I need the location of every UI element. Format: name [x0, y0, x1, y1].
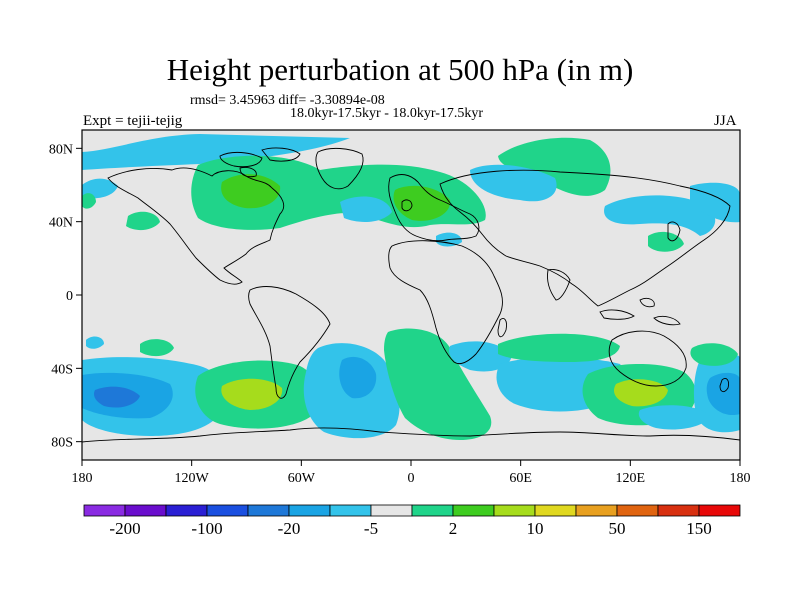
anomaly-region — [449, 341, 512, 372]
anomaly-region — [706, 372, 740, 416]
coastline-europe — [388, 174, 480, 242]
anomaly-region — [384, 328, 492, 440]
colorbar-swatch — [329, 504, 372, 517]
colorbar-swatch — [534, 504, 577, 517]
colorbar-swatch — [411, 504, 454, 517]
anomaly-region — [498, 137, 611, 196]
expt-label: Expt = tejii-tejig — [83, 113, 183, 129]
coastline-indonesia — [599, 297, 681, 326]
coastline-arctic-islands — [219, 147, 301, 178]
anomaly-region — [690, 343, 738, 366]
lat-tick-label: 80S — [51, 436, 73, 451]
coastline-madagascar — [497, 318, 507, 338]
lon-tick-label: 60W — [288, 471, 316, 486]
latitude-axis: 80N 40N 0 40S 80S — [49, 142, 82, 451]
colorbar-swatch — [83, 504, 126, 517]
colorbar-swatch — [165, 504, 208, 517]
anomaly-region — [94, 386, 140, 408]
colorbar-labels: -200 -100 -20 -5 2 10 50 150 — [109, 519, 711, 538]
colorbar-swatch — [698, 504, 741, 517]
plot-title: Height perturbation at 500 hPa (in m) — [166, 52, 634, 87]
anomaly-region — [82, 178, 118, 199]
colorbar — [83, 504, 741, 517]
coastline-south-america — [248, 286, 331, 399]
coastline-antarctica — [82, 427, 740, 443]
season-label: JJA — [714, 113, 737, 129]
map-area — [82, 130, 740, 460]
colorbar-swatch — [493, 504, 536, 517]
colorbar-swatch — [370, 504, 413, 517]
colorbar-label: 10 — [527, 519, 544, 538]
lat-tick-label: 0 — [66, 289, 73, 304]
anomaly-region — [221, 174, 281, 209]
anomaly-region — [690, 182, 740, 223]
period-line: 18.0kyr-17.5kyr - 18.0kyr-17.5kyr — [290, 106, 484, 121]
coastline-australia — [608, 330, 687, 387]
rmsd-line: rmsd= 3.45963 diff= -3.30894e-08 — [190, 93, 385, 108]
lon-tick-label: 120W — [175, 471, 210, 486]
colorbar-label: -200 — [109, 519, 140, 538]
colorbar-swatch — [452, 504, 495, 517]
anomaly-region — [82, 134, 350, 170]
colorbar-label: 150 — [686, 519, 712, 538]
colorbar-label: -100 — [191, 519, 222, 538]
lon-tick-label: 180 — [730, 471, 751, 486]
lon-tick-label: 60E — [509, 471, 532, 486]
colorbar-swatch — [124, 504, 167, 517]
colorbar-swatch — [657, 504, 700, 517]
anomaly-region — [604, 195, 716, 236]
colorbar-swatch — [247, 504, 290, 517]
anomaly-region — [221, 378, 283, 410]
lon-tick-label: 0 — [408, 471, 415, 486]
lat-tick-label: 80N — [49, 142, 73, 157]
coastlines — [82, 147, 740, 443]
colorbar-swatch — [616, 504, 659, 517]
coastline-north-america — [107, 167, 285, 285]
coastline-japan — [667, 221, 681, 242]
anomaly-region — [339, 356, 377, 399]
colorbar-swatch — [288, 504, 331, 517]
anomaly-contours — [82, 134, 740, 440]
anomaly-region — [86, 336, 104, 349]
coastline-asia — [439, 169, 731, 307]
lat-tick-label: 40N — [49, 216, 73, 231]
anomaly-region — [648, 231, 684, 252]
anomaly-region — [638, 405, 710, 430]
coastline-africa — [388, 240, 503, 365]
coastline-greenland — [315, 147, 364, 190]
anomaly-region — [393, 185, 451, 221]
colorbar-label: 2 — [449, 519, 458, 538]
lat-tick-label: 40S — [51, 362, 73, 377]
anomaly-region — [340, 196, 392, 222]
colorbar-swatch — [206, 504, 249, 517]
colorbar-label: -20 — [278, 519, 301, 538]
anomaly-region — [126, 211, 160, 231]
colorbar-label: 50 — [609, 519, 626, 538]
lon-tick-label: 120E — [616, 471, 646, 486]
lon-tick-label: 180 — [72, 471, 93, 486]
coastline-british-isles — [401, 199, 413, 212]
coastline-new-zealand — [719, 377, 729, 393]
colorbar-label: -5 — [364, 519, 378, 538]
anomaly-region — [82, 193, 96, 209]
anomaly-region — [470, 164, 557, 202]
longitude-axis: 180 120W 60W 0 60E 120E 180 — [72, 460, 751, 486]
anomaly-region — [498, 333, 620, 362]
colorbar-swatch — [575, 504, 618, 517]
anomaly-region — [140, 339, 174, 357]
coastline-india — [547, 269, 571, 301]
